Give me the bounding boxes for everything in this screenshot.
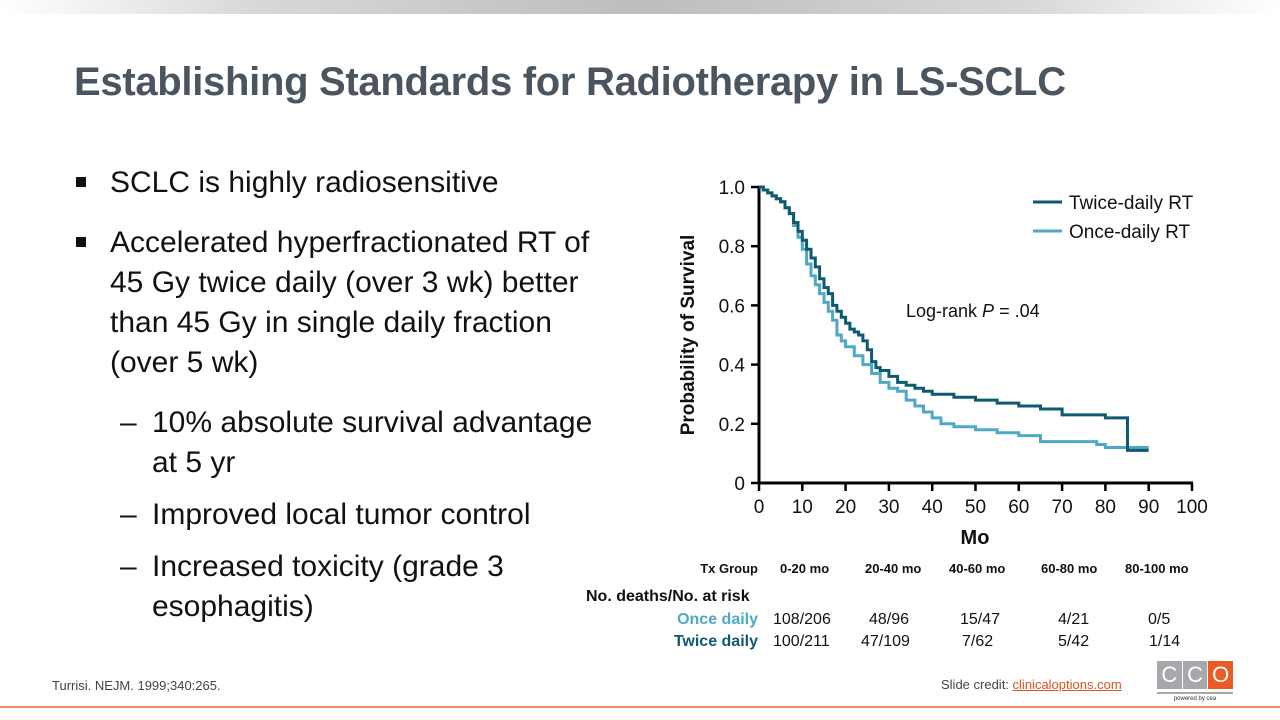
x-tick-label: 70	[1052, 497, 1073, 518]
risk-cell: 15/47	[960, 611, 1001, 628]
risk-table-column-header: 80-100 mo	[1125, 561, 1189, 576]
annotation-prefix: Log-rank	[906, 301, 982, 321]
slide-credit: Slide credit: clinicaloptions.com	[941, 677, 1122, 692]
citation: Turrisi. NEJM. 1999;340:265.	[52, 678, 221, 693]
x-tick-label: 90	[1138, 497, 1159, 518]
x-tick-label: 0	[754, 497, 765, 518]
bullet-item: SCLC is highly radiosensitive	[74, 163, 594, 203]
risk-table-column-header: 60-80 mo	[1041, 561, 1098, 576]
y-tick-label: 0.8	[719, 237, 745, 258]
sub-bullet-text: 10% absolute survival advantage at 5 yr	[152, 406, 593, 479]
logo-letter: C	[1157, 661, 1182, 689]
credit-link[interactable]: clinicaloptions.com	[1012, 677, 1122, 692]
x-tick-label: 60	[1008, 497, 1029, 518]
x-tick-label: 20	[835, 497, 856, 518]
dash-marker: –	[120, 498, 137, 531]
y-tick-label: 0	[734, 474, 745, 495]
x-tick-label: 40	[922, 497, 943, 518]
risk-cell: 7/62	[962, 633, 994, 650]
x-tick-label: 80	[1095, 497, 1116, 518]
sub-bullet-text: Increased toxicity (grade 3 esophagitis)	[152, 550, 504, 623]
risk-table-header-label: Tx Group	[700, 561, 758, 576]
bullet-square-icon	[76, 177, 86, 187]
twice-daily-curve	[759, 185, 1149, 452]
x-tick-label: 100	[1176, 497, 1208, 518]
credit-label: Slide credit:	[941, 677, 1013, 692]
bullet-text: SCLC is highly radiosensitive	[110, 166, 499, 199]
y-tick-label: 0.6	[719, 296, 745, 317]
sub-bullet-item: – Improved local tumor control	[74, 495, 594, 535]
risk-cell: 0/5	[1148, 611, 1171, 628]
chart-axes: 0 10 20 30 40 50 60 70 80 90 100 0 0.2 0.4 0.6 0.8 1.0	[719, 178, 1208, 518]
risk-table-column-header: 40-60 mo	[949, 561, 1006, 576]
footer-rule	[0, 706, 1280, 708]
logo-tagline: powered by cea	[1173, 696, 1217, 702]
legend-label: Once-daily RT	[1069, 222, 1190, 243]
x-tick-label: 30	[878, 497, 899, 518]
risk-table-column-header: 20-40 mo	[865, 561, 922, 576]
y-axis-label: Probability of Survival	[678, 235, 699, 436]
risk-cell: 1/14	[1149, 633, 1181, 650]
logo-letter: C	[1182, 661, 1208, 689]
cco-logo: C C O powered by cea	[1157, 661, 1234, 702]
risk-cell: 100/211	[773, 633, 830, 650]
sub-bullet-item: – Increased toxicity (grade 3 esophagiti…	[74, 547, 594, 627]
chart-legend: Twice-daily RT Once-daily RT	[1033, 193, 1194, 243]
risk-cell: 108/206	[773, 611, 831, 628]
risk-row-label-once: Once daily	[677, 611, 758, 628]
risk-cell: 48/96	[869, 611, 910, 628]
risk-cell: 4/21	[1058, 611, 1090, 628]
dash-marker: –	[120, 550, 137, 583]
y-tick-label: 0.4	[719, 356, 746, 377]
bullet-list: SCLC is highly radiosensitive Accelerate…	[74, 163, 594, 639]
annotation-p: P	[982, 301, 994, 321]
annotation-suffix: = .04	[994, 301, 1040, 321]
once-daily-curve	[759, 185, 1149, 449]
y-tick-label: 1.0	[719, 178, 745, 199]
bullet-text: Accelerated hyperfractionated RT of 45 G…	[110, 226, 590, 379]
risk-cell: 47/109	[861, 633, 910, 650]
risk-cell: 5/42	[1058, 633, 1090, 650]
top-gradient-bar	[0, 0, 1280, 14]
chart-curves	[759, 185, 1149, 452]
dash-marker: –	[120, 406, 137, 439]
y-tick-label: 0.2	[719, 415, 745, 436]
x-tick-label: 50	[965, 497, 986, 518]
logo-rule	[1157, 692, 1233, 694]
legend-label: Twice-daily RT	[1069, 193, 1194, 214]
risk-row-label-twice: Twice daily	[673, 633, 758, 650]
sub-bullet-text: Improved local tumor control	[152, 498, 531, 531]
bullet-square-icon	[76, 237, 86, 247]
risk-table-subheader: No. deaths/No. at risk	[586, 588, 750, 605]
slide-title: Establishing Standards for Radiotherapy …	[74, 60, 1066, 104]
bullet-item: Accelerated hyperfractionated RT of 45 G…	[74, 223, 594, 383]
logo-letter: O	[1208, 661, 1234, 689]
x-tick-label: 10	[792, 497, 813, 518]
x-axis-label: Mo	[961, 527, 990, 549]
log-rank-annotation: Log-rank P = .04	[906, 301, 1040, 321]
risk-table-column-header: 0-20 mo	[780, 561, 830, 576]
sub-bullet-item: – 10% absolute survival advantage at 5 y…	[74, 403, 594, 483]
